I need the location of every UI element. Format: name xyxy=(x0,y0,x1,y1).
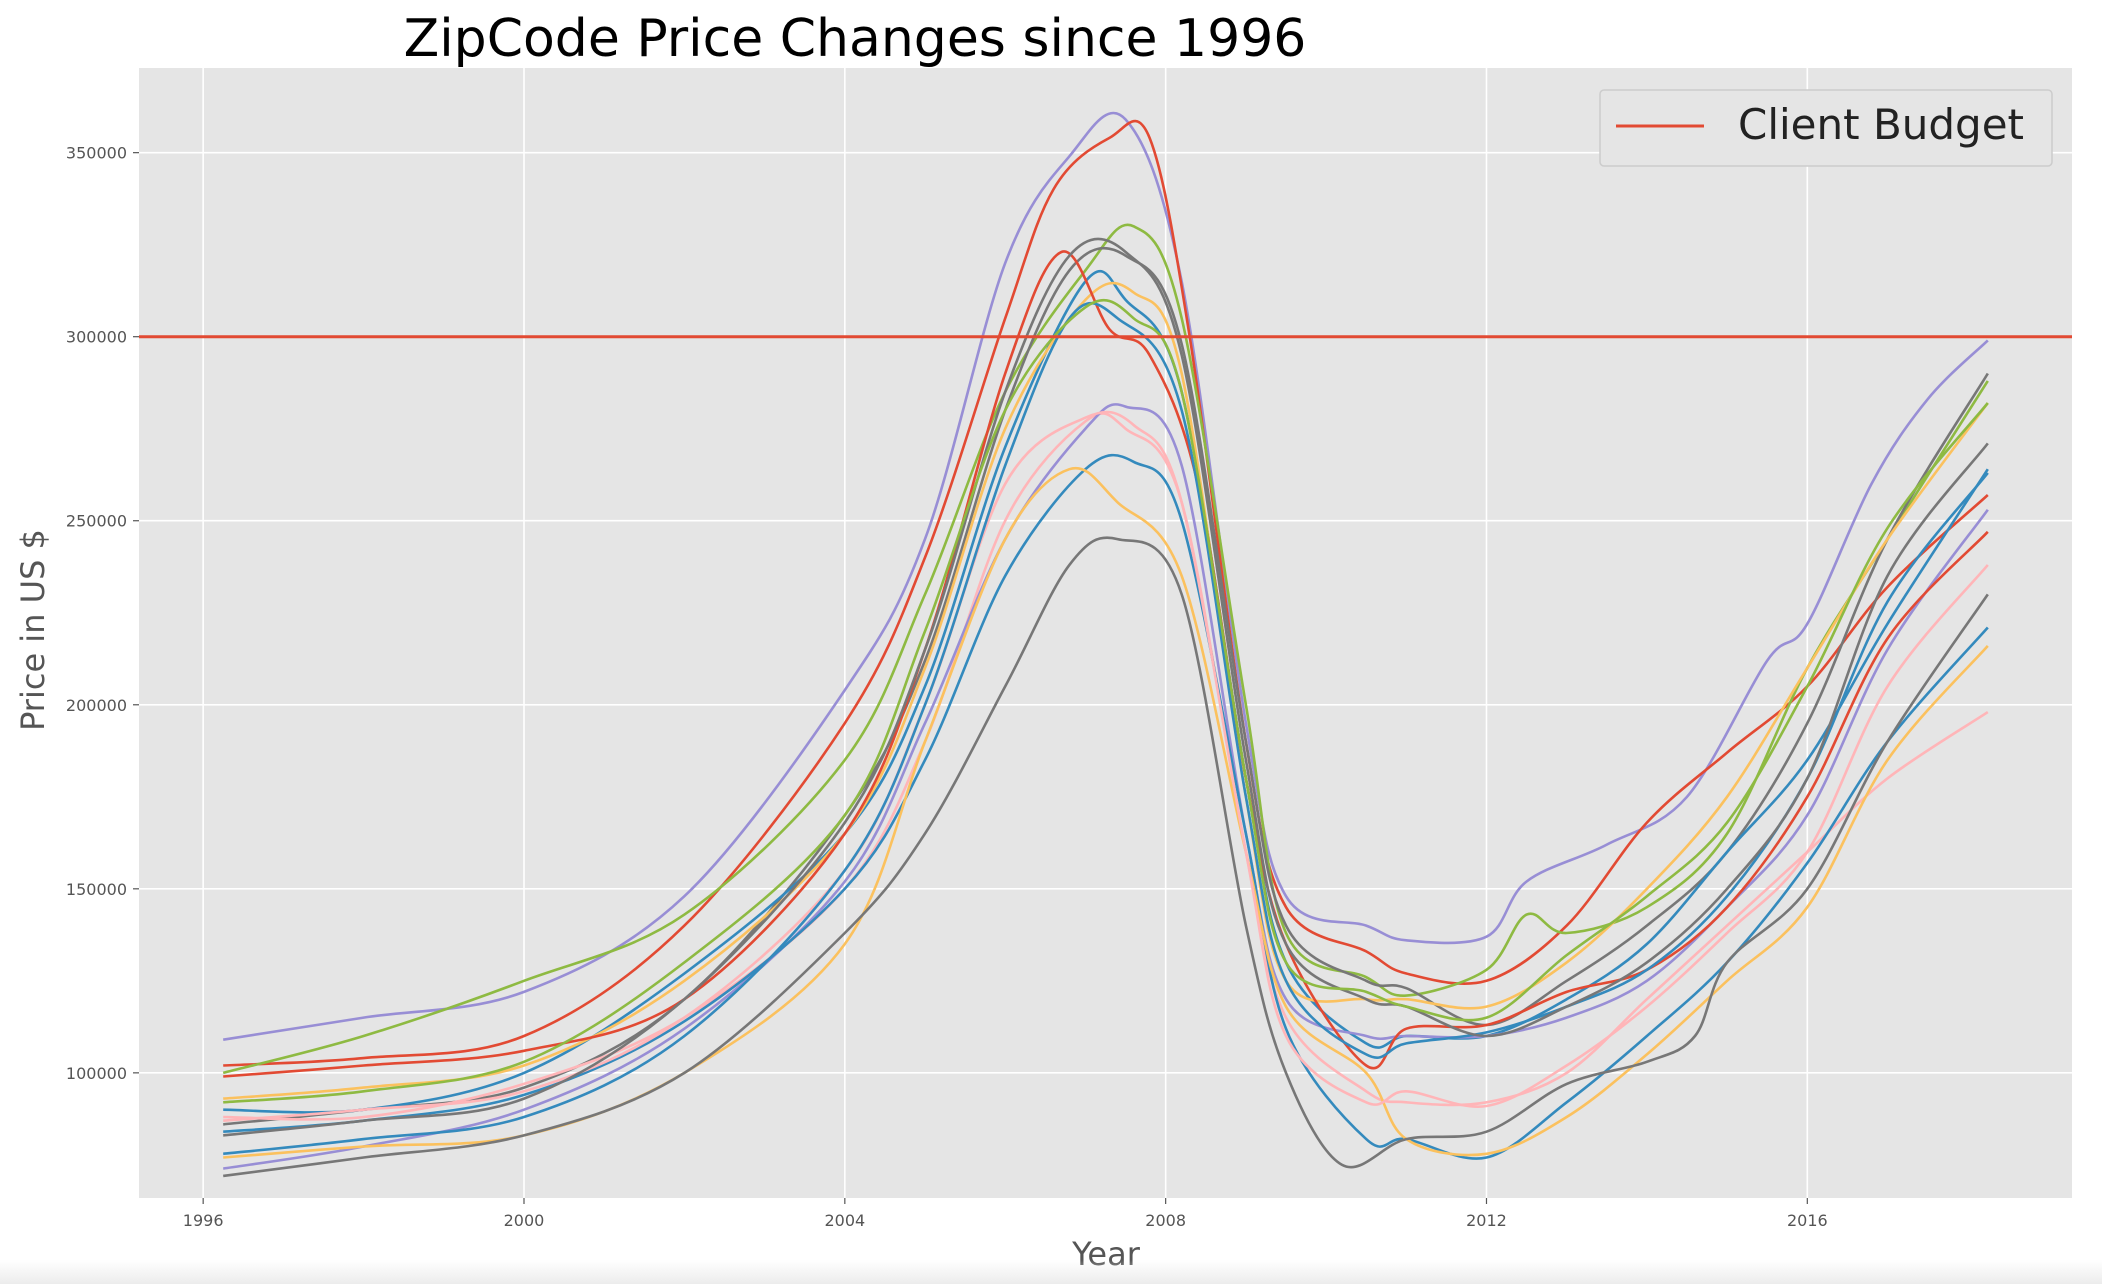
x-axis-ticks: 1996 2000 2004 2008 2012 2016 xyxy=(183,1198,1828,1230)
series-line xyxy=(223,536,1989,1178)
x-tick-label: 2004 xyxy=(824,1211,865,1230)
y-tick-label: 300000 xyxy=(66,328,127,347)
bottom-edge-fade xyxy=(0,1260,2102,1284)
x-tick-label: 1996 xyxy=(183,1211,224,1230)
series-line xyxy=(223,237,1989,1137)
series-line xyxy=(223,453,1989,1160)
series-line xyxy=(223,298,1989,1104)
y-tick-label: 150000 xyxy=(66,880,127,899)
y-tick-label: 350000 xyxy=(66,144,127,163)
legend-label: Client Budget xyxy=(1738,100,2024,149)
series-line xyxy=(223,410,1989,1122)
x-tick-label: 2000 xyxy=(504,1211,545,1230)
series-line xyxy=(222,223,1989,1075)
x-tick-label: 2012 xyxy=(1466,1211,1507,1230)
plot-area xyxy=(139,68,2072,1198)
series-line xyxy=(223,301,1989,1156)
series-line xyxy=(222,111,1989,1041)
y-axis-ticks: 100000 150000 200000 250000 300000 350000 xyxy=(66,144,139,1083)
y-tick-label: 100000 xyxy=(66,1064,127,1083)
x-tick-label: 2008 xyxy=(1145,1211,1186,1230)
y-axis-label: Price in US $ xyxy=(14,529,52,731)
legend: Client Budget xyxy=(1599,89,2053,167)
x-tick-label: 2016 xyxy=(1787,1211,1828,1230)
y-tick-label: 200000 xyxy=(66,696,127,715)
y-tick-label: 250000 xyxy=(66,512,127,531)
legend-box xyxy=(1599,89,2053,167)
chart-title: ZipCode Price Changes since 1996 xyxy=(404,9,1307,69)
